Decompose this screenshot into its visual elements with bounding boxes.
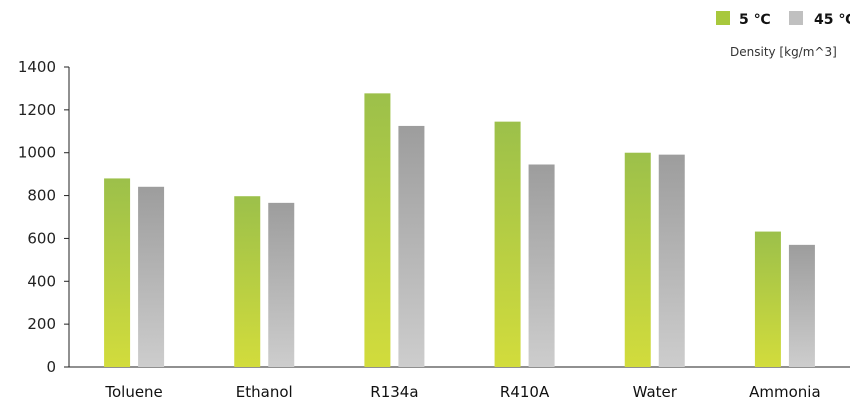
bars [104,93,815,368]
bar-5c-r410a [494,121,521,368]
legend-label-45c: 45 ℃ [814,12,850,28]
y-tick-label: 1400 [18,58,56,76]
legend-label-5c: 5 ℃ [739,12,771,28]
y-tick-label: 1000 [18,144,56,162]
bar-5c-r134a [364,93,391,367]
y-tick-label: 400 [27,272,56,290]
x-category-label: Toluene [104,383,162,401]
y-tick-label: 200 [27,315,56,333]
bar-45c-r134a [398,125,425,367]
x-category-label: R410A [500,383,550,401]
legend-swatch-45c [789,11,803,25]
x-axis-labels: Toluene Ethanol R134a R410A Water Ammonia [104,383,820,401]
y-tick-label: 1200 [18,101,56,119]
x-category-label: Ammonia [749,383,821,401]
y-axis-ticks: 0 200 400 600 800 1000 1200 1400 [18,58,69,376]
y-axis-unit-label: Density [kg/m^3] [730,45,837,59]
bar-45c-r410a [528,164,555,367]
x-category-label: R134a [370,383,418,401]
x-category-label: Ethanol [236,383,293,401]
bar-5c-toluene [104,178,131,367]
bar-5c-water [624,152,651,367]
x-category-label: Water [633,383,678,401]
y-tick-label: 800 [27,187,56,205]
legend-swatch-5c [716,11,730,25]
bar-5c-ethanol [234,196,261,367]
y-tick-label: 0 [46,358,56,376]
bar-45c-toluene [138,186,165,367]
bar-45c-ammonia [788,244,815,367]
legend: 5 ℃ 45 ℃ [716,11,850,28]
bar-5c-ammonia [754,231,781,367]
y-tick-label: 600 [27,229,56,247]
bar-45c-ethanol [268,202,295,367]
bar-45c-water [658,154,685,367]
